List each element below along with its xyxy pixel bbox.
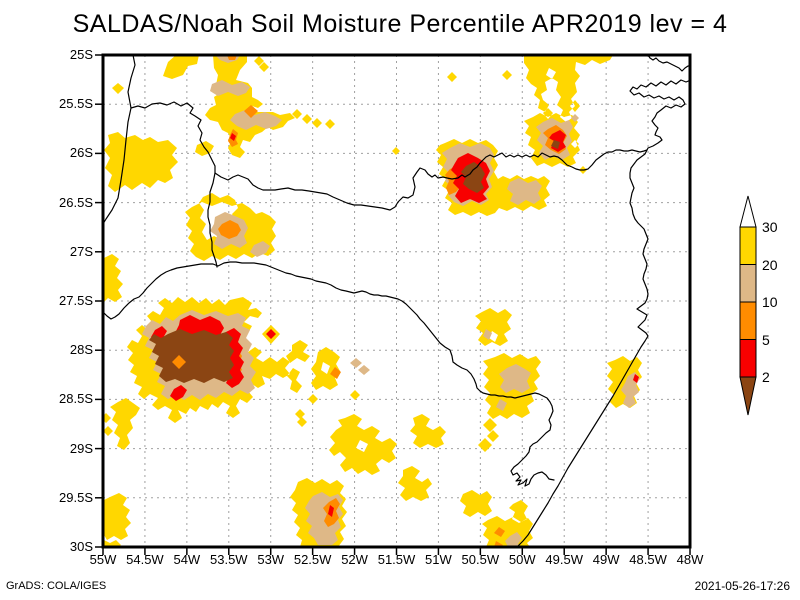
parana-river-border-line: [103, 55, 136, 225]
lat-tick-label: 26.5S: [59, 194, 93, 210]
lat-tick-label: 26S: [69, 145, 93, 161]
lon-tick-label: 49W: [592, 552, 620, 567]
plot-title: SALDAS/Noah Soil Moisture Percentile APR…: [72, 10, 728, 38]
contour-layer-20-30: [103, 55, 642, 547]
contour-layer-below-2: [149, 140, 560, 383]
lon-tick-label: 53.5W: [209, 552, 248, 567]
colorbar-label: 10: [762, 294, 778, 310]
colorbar-label: 2: [762, 369, 770, 385]
coastline-north: [647, 55, 690, 72]
axis-ticks: [95, 54, 691, 555]
colorbar-label: 30: [762, 219, 778, 235]
grads-credit-text: GrADS: COLA/IGES: [6, 580, 107, 592]
colorbar-seg-20: [739, 264, 757, 303]
colorbar-label: 20: [762, 256, 778, 273]
lon-tick-label: 51.5W: [377, 552, 416, 567]
colorbar-seg-30: [739, 226, 757, 265]
colorbar-seg-5: [739, 339, 757, 378]
colorbar-bottom-arrow: [739, 376, 757, 416]
timestamp-text: 2021-05-26-17:26: [694, 579, 790, 593]
lon-tick-label: 53W: [257, 552, 285, 567]
lat-tick-label: 28S: [69, 342, 93, 358]
lat-tick-label: 27.5S: [59, 293, 93, 308]
lat-tick-label: 27S: [69, 243, 93, 259]
colorbar-seg-10: [739, 301, 757, 340]
lat-tick-label: 28.5S: [59, 391, 93, 407]
lon-tick-label: 54.5W: [126, 552, 164, 567]
lon-tick-label: 49.5W: [545, 552, 583, 567]
colorbar-label: 5: [762, 331, 770, 348]
lat-tick-label: 29S: [69, 440, 93, 456]
lat-tick-label: 29.5S: [59, 489, 93, 505]
lon-tick-label: 48.5W: [629, 552, 667, 567]
map-outlines: [103, 55, 690, 547]
interior-river-line: [214, 149, 648, 211]
lon-tick-label: 52.5W: [293, 552, 332, 567]
state-border-lagoon-line: [103, 261, 555, 487]
lon-tick-label: 52W: [341, 552, 368, 567]
lon-tick-label: 51W: [425, 552, 452, 567]
lat-tick-label: 30S: [69, 539, 93, 554]
lon-tick-label: 50W: [508, 552, 536, 567]
lat-tick-label: 25S: [69, 47, 93, 62]
coastline-main: [516, 79, 690, 547]
lat-tick-label: 25.5S: [59, 96, 93, 112]
lon-tick-label: 48W: [676, 552, 704, 567]
lon-tick-label: 50.5W: [461, 552, 500, 567]
lon-tick-label: 55W: [89, 552, 117, 567]
lon-tick-label: 54W: [173, 552, 201, 567]
iguazu-border-line: [130, 101, 218, 268]
colorbar: [739, 195, 757, 416]
colorbar-top-arrow: [739, 195, 757, 228]
